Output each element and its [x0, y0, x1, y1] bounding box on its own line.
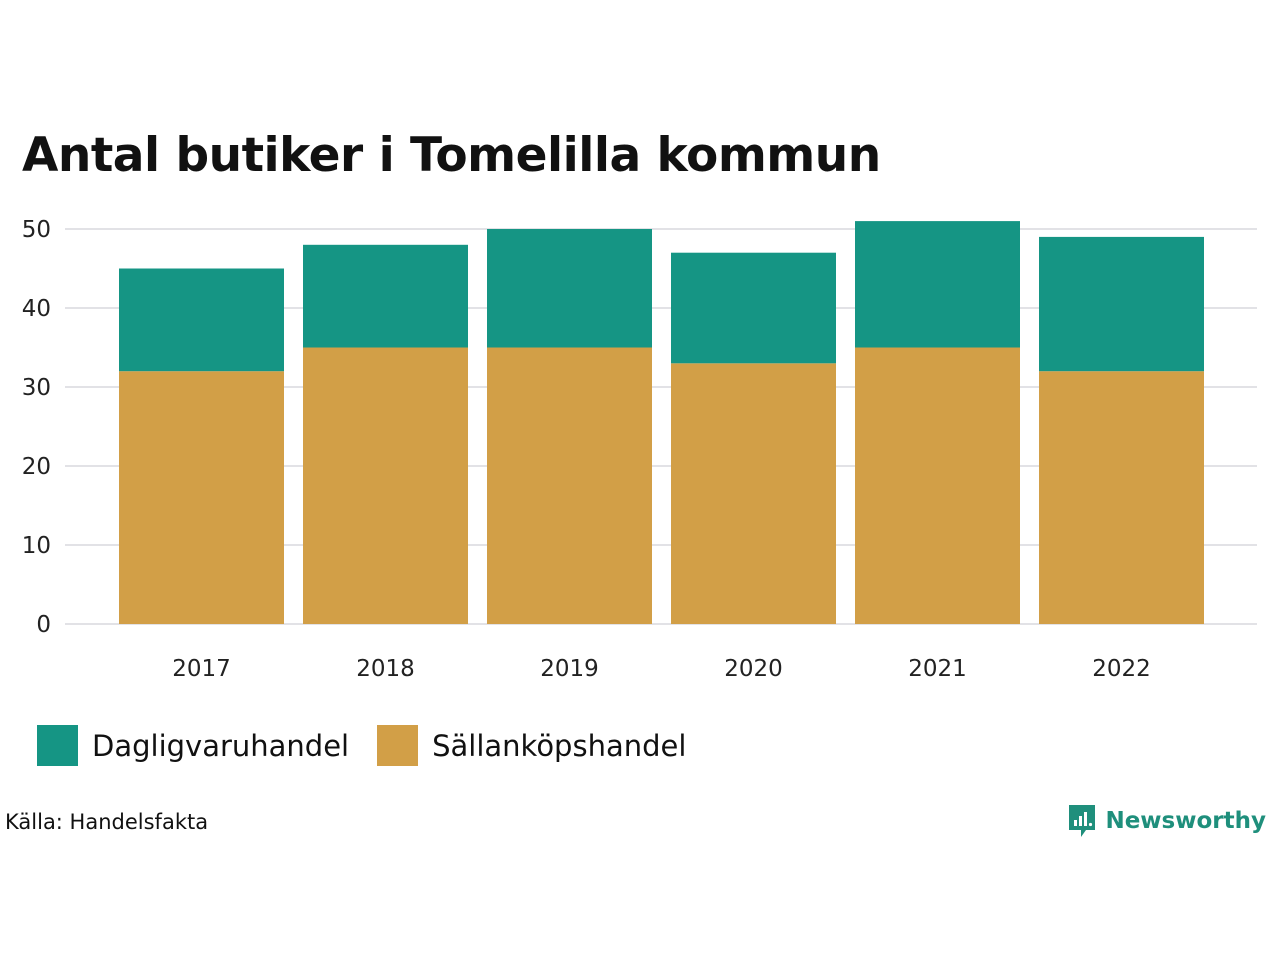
- x-tick-label: 2022: [1092, 656, 1151, 682]
- x-tick-label: 2020: [724, 656, 783, 682]
- x-axis-ticks: 2017 2018 2019 2020 2021 2022: [172, 656, 1151, 682]
- legend-label-dagligvaruhandel: Dagligvaruhandel: [92, 728, 350, 763]
- x-tick-label: 2021: [908, 656, 967, 682]
- x-tick-label: 2018: [356, 656, 415, 682]
- bar-2018-dagligvaruhandel: [303, 244, 468, 348]
- brand: Newsworthy: [1067, 803, 1266, 839]
- bars: [119, 221, 1204, 624]
- bar-2022-sallankopshandel: [1039, 371, 1204, 624]
- x-tick-label: 2019: [540, 656, 599, 682]
- legend-swatch-dagligvaruhandel: [37, 725, 78, 766]
- bar-2022-dagligvaruhandel: [1039, 236, 1204, 372]
- y-axis-ticks: 0 10 20 30 40 50: [22, 217, 51, 638]
- source-note: Källa: Handelsfakta: [5, 810, 209, 834]
- legend-swatch-sallankopshandel: [377, 725, 419, 766]
- y-tick-label: 40: [22, 296, 51, 322]
- legend-item-dagligvaruhandel: Dagligvaruhandel: [37, 725, 349, 766]
- newsworthy-logo-icon: [1069, 805, 1096, 837]
- brand-name: Newsworthy: [1105, 808, 1266, 834]
- bar-2021-dagligvaruhandel: [855, 221, 1020, 348]
- y-tick-label: 10: [22, 533, 51, 559]
- legend-item-sallankopshandel: Sällanköpshandel: [377, 725, 686, 766]
- y-tick-label: 30: [22, 375, 51, 401]
- bar-2021-sallankopshandel: [855, 347, 1020, 624]
- bar-2017-sallankopshandel: [119, 371, 284, 624]
- bar-2017-dagligvaruhandel: [119, 268, 284, 372]
- bar-2019-dagligvaruhandel: [487, 229, 652, 348]
- y-tick-label: 20: [22, 454, 51, 480]
- legend-label-sallankopshandel: Sällanköpshandel: [432, 728, 687, 763]
- y-tick-label: 0: [36, 612, 51, 638]
- x-tick-label: 2017: [172, 656, 231, 682]
- bar-2020-dagligvaruhandel: [671, 252, 836, 364]
- legend: Dagligvaruhandel Sällanköpshandel: [37, 725, 714, 766]
- bar-2019-sallankopshandel: [487, 347, 652, 624]
- stacked-bar-chart: 0 10 20 30 40 50 2017 2018 2019 2020 2021 2022: [22, 217, 1257, 682]
- y-tick-label: 50: [22, 217, 51, 243]
- chart-title: Antal butiker i Tomelilla kommun: [22, 128, 881, 183]
- bar-2020-sallankopshandel: [671, 363, 836, 624]
- bar-2018-sallankopshandel: [303, 347, 468, 624]
